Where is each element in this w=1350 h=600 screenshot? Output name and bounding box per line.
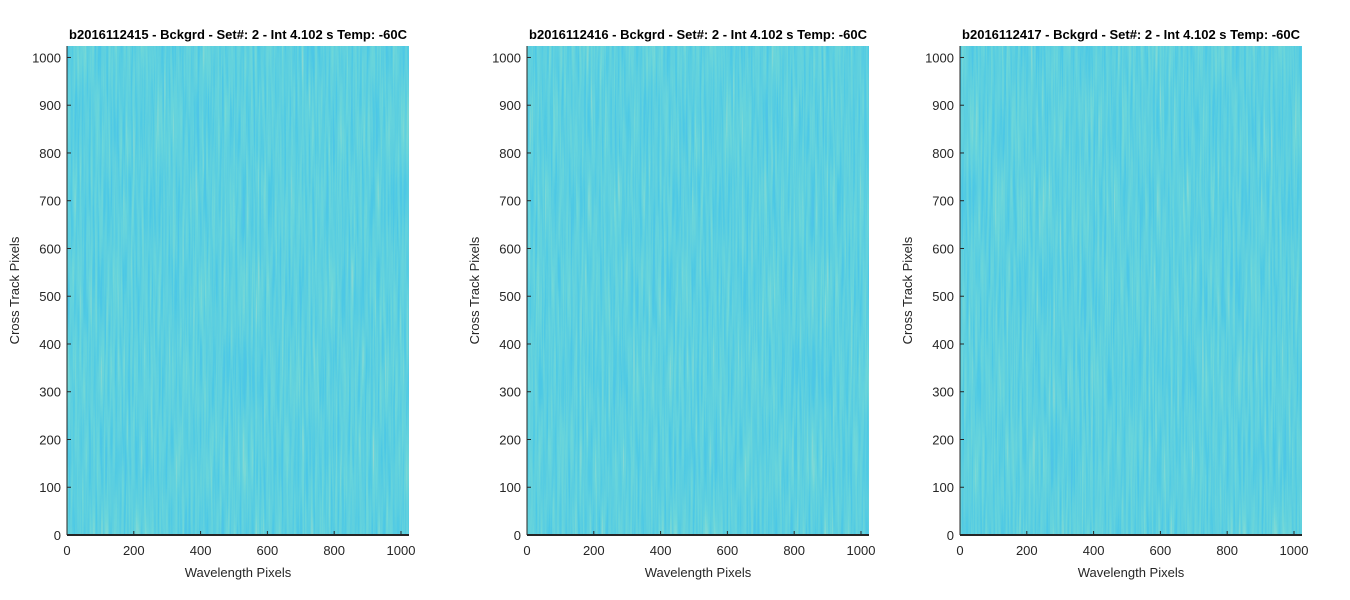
- heatmap-noise: [67, 46, 409, 535]
- x-tick-label: 400: [190, 543, 212, 558]
- y-tick-label: 1000: [492, 50, 521, 65]
- x-axis-label: Wavelength Pixels: [645, 565, 752, 580]
- y-tick-label: 0: [514, 528, 521, 543]
- y-tick-label: 0: [947, 528, 954, 543]
- y-tick-label: 900: [932, 98, 954, 113]
- heatmap-noise: [527, 46, 869, 535]
- subplot-3: 0 200 400 600 800 1000 0 100 200 300 400 500 600 700 8…: [900, 27, 1308, 580]
- y-tick-label: 900: [39, 98, 61, 113]
- x-tick-label: 200: [583, 543, 605, 558]
- y-tick-label: 700: [932, 194, 954, 209]
- chart-title: b2016112416 - Bckgrd - Set#: 2 - Int 4.1…: [529, 27, 868, 42]
- y-tick-label: 400: [499, 337, 521, 352]
- x-tick-label: 200: [123, 543, 145, 558]
- x-tick-label: 200: [1016, 543, 1038, 558]
- y-tick-label: 100: [932, 480, 954, 495]
- x-axis-label: Wavelength Pixels: [1078, 565, 1185, 580]
- y-tick-label: 200: [39, 432, 61, 447]
- y-tick-label: 700: [39, 194, 61, 209]
- chart-title: b2016112415 - Bckgrd - Set#: 2 - Int 4.1…: [69, 27, 408, 42]
- x-tick-label: 600: [1150, 543, 1172, 558]
- y-axis-label: Cross Track Pixels: [467, 236, 482, 344]
- x-tick-label: 0: [523, 543, 530, 558]
- y-tick-label: 500: [499, 289, 521, 304]
- x-tick-label: 600: [257, 543, 279, 558]
- x-tick-label: 800: [783, 543, 805, 558]
- x-tick-label: 400: [650, 543, 672, 558]
- y-tick-label: 600: [499, 241, 521, 256]
- y-tick-label: 1000: [925, 50, 954, 65]
- y-tick-label: 400: [39, 337, 61, 352]
- y-axis-label: Cross Track Pixels: [7, 236, 22, 344]
- y-tick-label: 800: [499, 146, 521, 161]
- y-tick-label: 200: [499, 432, 521, 447]
- y-tick-label: 400: [932, 337, 954, 352]
- x-axis-label: Wavelength Pixels: [185, 565, 292, 580]
- y-tick-label: 200: [932, 432, 954, 447]
- y-tick-label: 300: [499, 385, 521, 400]
- y-tick-label: 800: [932, 146, 954, 161]
- x-tick-label: 600: [717, 543, 739, 558]
- x-tick-label: 0: [63, 543, 70, 558]
- y-tick-label: 300: [39, 385, 61, 400]
- x-tick-label: 800: [323, 543, 345, 558]
- y-tick-label: 600: [39, 241, 61, 256]
- y-tick-label: 800: [39, 146, 61, 161]
- x-tick-label: 1000: [1280, 543, 1309, 558]
- y-tick-label: 1000: [32, 50, 61, 65]
- x-tick-label: 400: [1083, 543, 1105, 558]
- y-tick-label: 300: [932, 385, 954, 400]
- y-tick-label: 600: [932, 241, 954, 256]
- y-tick-label: 500: [932, 289, 954, 304]
- x-tick-label: 1000: [387, 543, 416, 558]
- y-tick-label: 700: [499, 194, 521, 209]
- subplot-2: 0 200 400 600 800 1000 0 100 200 300 400 500 600 700 8…: [467, 27, 875, 580]
- y-tick-label: 0: [54, 528, 61, 543]
- y-axis-label: Cross Track Pixels: [900, 236, 915, 344]
- y-tick-label: 100: [499, 480, 521, 495]
- y-tick-label: 900: [499, 98, 521, 113]
- x-tick-label: 0: [956, 543, 963, 558]
- x-tick-label: 1000: [847, 543, 876, 558]
- x-tick-label: 800: [1216, 543, 1238, 558]
- chart-title: b2016112417 - Bckgrd - Set#: 2 - Int 4.1…: [962, 27, 1301, 42]
- y-tick-label: 100: [39, 480, 61, 495]
- heatmap-noise: [960, 46, 1302, 535]
- y-tick-label: 500: [39, 289, 61, 304]
- subplot-1: 0 200 400 600 800 1000 0 100 200 300 400 500 600 700 8…: [7, 27, 415, 580]
